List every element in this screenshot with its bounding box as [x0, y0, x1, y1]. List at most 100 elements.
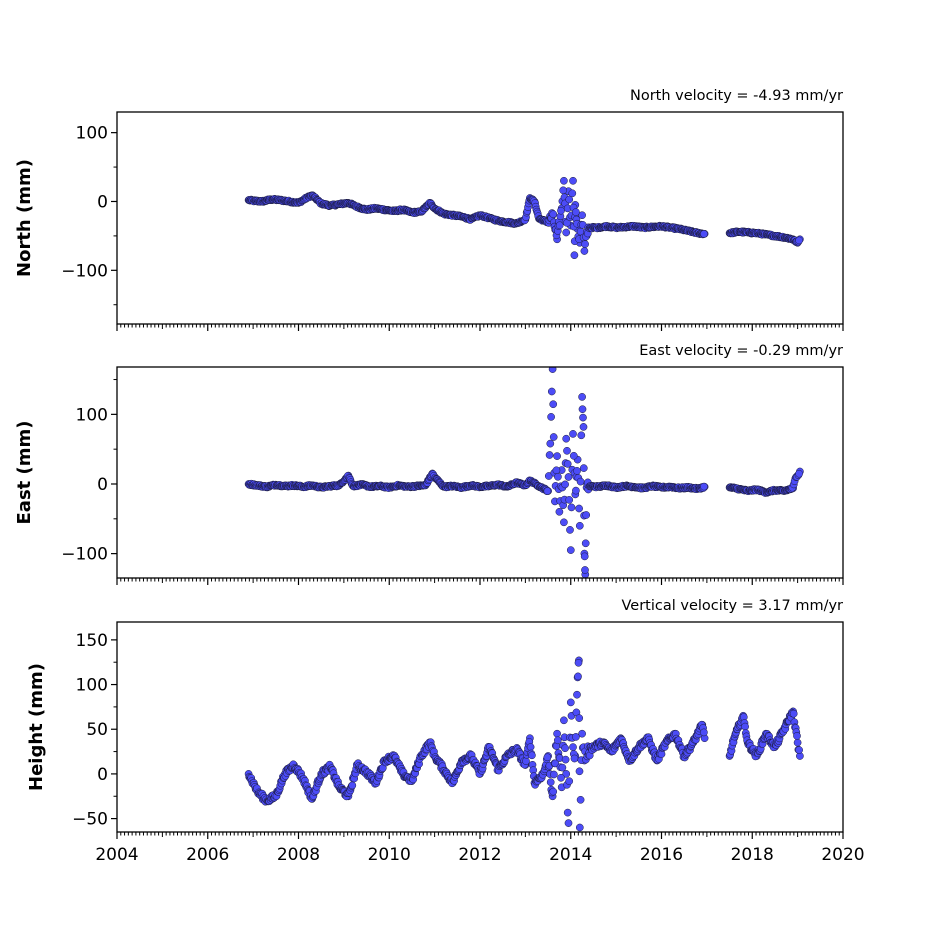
east-panel: 100 0 −100 East (mm) East velocity = -0.29 m…	[14, 343, 844, 585]
east-point	[566, 546, 575, 554]
east-point	[569, 430, 577, 438]
east-point	[549, 433, 558, 441]
height-ytick-label: −50	[72, 810, 108, 830]
north-panel: 100 0 −100 North (mm) North velocity = -4.93…	[14, 88, 844, 331]
east-point	[579, 413, 587, 422]
height-point	[573, 690, 581, 699]
height-point	[741, 722, 749, 731]
height-point	[789, 709, 798, 718]
north-velocity-label: North velocity = -4.93 mm/yr	[630, 88, 843, 104]
height-point	[561, 755, 570, 764]
height-xtick-label: 2020	[821, 845, 864, 865]
height-xtick-label: 2016	[640, 845, 683, 865]
north-points	[244, 176, 804, 260]
east-ytick-label: 100	[76, 405, 108, 425]
height-point	[557, 773, 565, 782]
height-xtick-label: 2008	[277, 845, 320, 865]
height-point	[566, 698, 575, 707]
height-ylabel: Height (mm)	[26, 663, 47, 791]
north-point	[578, 211, 586, 220]
east-point	[575, 521, 584, 530]
height-point	[550, 770, 558, 779]
east-point	[700, 482, 708, 491]
east-point	[578, 393, 586, 401]
height-point	[561, 744, 569, 753]
height-velocity-label: Vertical velocity = 3.17 mm/yr	[622, 598, 844, 614]
east-point	[579, 464, 588, 472]
height-point	[526, 743, 535, 751]
east-point	[547, 387, 556, 396]
east-point	[577, 431, 586, 440]
height-xtick-label: 2014	[549, 845, 592, 865]
height-xtick-label: 2006	[186, 845, 229, 865]
height-point	[795, 746, 803, 754]
east-ytick-label: −100	[61, 545, 108, 565]
east-velocity-label: East velocity = -0.29 mm/yr	[639, 343, 843, 359]
height-xtick-label: 2018	[731, 845, 774, 865]
east-point	[575, 504, 583, 513]
east-point	[572, 486, 580, 495]
height-point	[528, 751, 536, 760]
east-point	[563, 446, 571, 455]
east-point	[547, 413, 555, 421]
height-ytick-label: 100	[76, 676, 108, 696]
north-ytick-label: 100	[76, 124, 108, 144]
north-point	[795, 236, 803, 245]
east-point	[561, 480, 569, 489]
north-point	[565, 195, 574, 204]
east-point	[555, 507, 564, 516]
north-point	[562, 228, 571, 237]
east-point	[580, 552, 589, 561]
height-point	[793, 738, 802, 747]
height-point	[700, 728, 708, 737]
north-point	[557, 206, 565, 215]
north-point	[568, 189, 577, 198]
east-point	[565, 496, 574, 504]
height-xtick-label: 2010	[368, 845, 411, 865]
east-point	[581, 539, 590, 548]
east-point	[554, 472, 562, 481]
east-ylabel: East (mm)	[14, 421, 35, 525]
east-point	[795, 469, 803, 478]
north-point	[559, 186, 568, 195]
east-point	[562, 434, 571, 443]
height-point	[553, 729, 561, 738]
east-point	[573, 467, 581, 475]
height-point	[578, 729, 586, 738]
height-ytick-label: 0	[97, 765, 108, 785]
east-point	[553, 452, 561, 460]
north-ylabel: North (mm)	[14, 159, 35, 277]
east-point	[576, 477, 585, 486]
height-point	[562, 770, 571, 778]
north-point	[569, 176, 577, 185]
east-point	[563, 460, 572, 468]
north-point	[581, 240, 589, 248]
height-point	[576, 795, 585, 804]
north-point	[549, 210, 558, 219]
height-point	[551, 759, 560, 768]
height-point	[575, 767, 584, 776]
north-ytick-label: 0	[97, 192, 108, 212]
east-point	[579, 423, 588, 431]
east-point	[566, 526, 574, 534]
height-xtick-label: 2012	[458, 845, 501, 865]
east-point	[582, 511, 591, 519]
north-point	[570, 251, 579, 260]
east-point	[560, 518, 568, 527]
height-point	[553, 736, 562, 745]
north-point	[560, 176, 568, 185]
east-point	[549, 400, 558, 409]
height-point	[565, 777, 574, 786]
height-point	[348, 781, 357, 790]
east-point	[567, 503, 576, 512]
height-point	[574, 658, 583, 667]
north-point	[555, 221, 564, 230]
north-point	[572, 208, 580, 216]
east-point	[564, 473, 573, 481]
height-point	[563, 808, 572, 817]
east-point	[569, 451, 578, 460]
height-point	[793, 732, 801, 740]
height-ytick-label: 150	[76, 631, 108, 651]
height-point	[558, 763, 567, 772]
